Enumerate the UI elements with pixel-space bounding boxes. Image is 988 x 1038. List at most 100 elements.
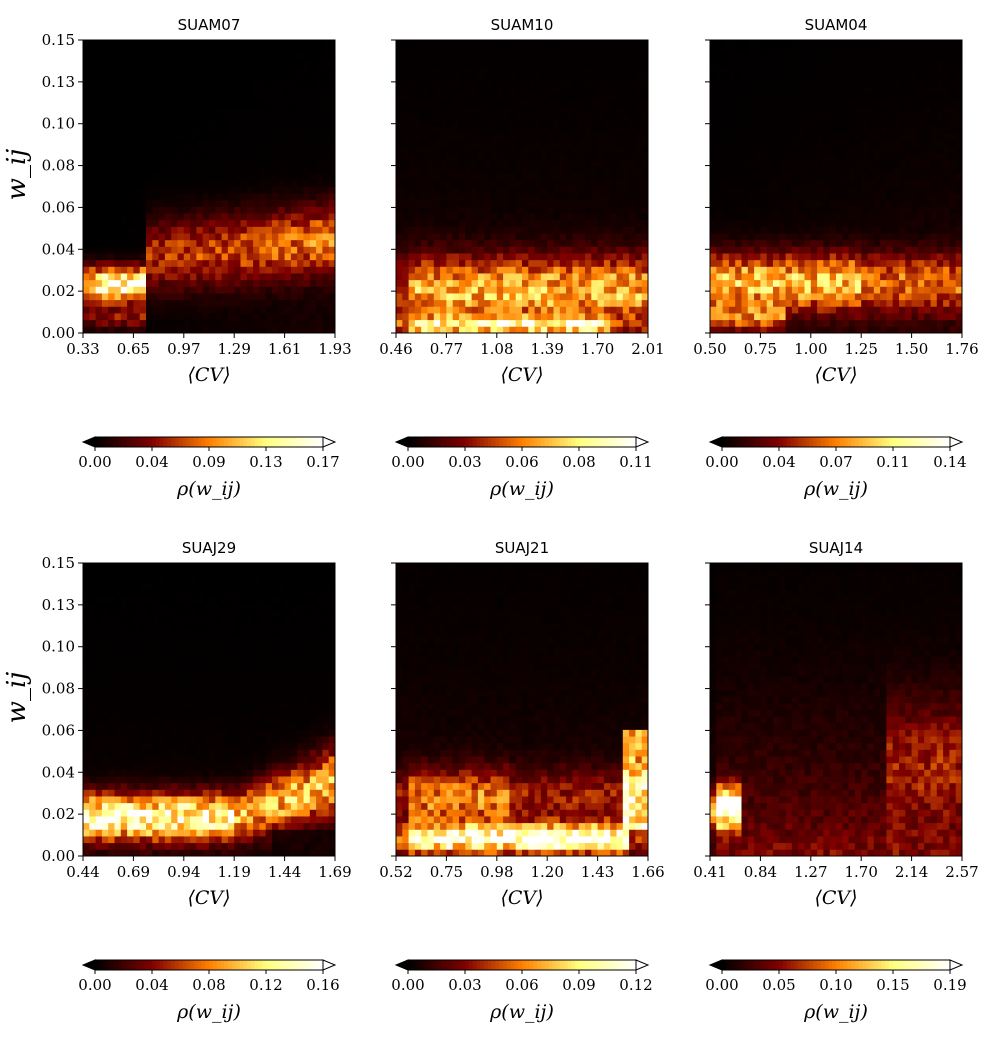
heatmap-cell	[221, 99, 229, 107]
heatmap-cell	[616, 59, 624, 68]
heatmap-cell	[503, 179, 510, 187]
heatmap-cell	[427, 106, 435, 114]
heatmap-cell	[322, 46, 330, 54]
heatmap-cell	[316, 53, 323, 61]
heatmap-cell	[240, 166, 248, 174]
heatmap-cell	[108, 179, 115, 187]
heatmap-cell	[471, 79, 479, 88]
heatmap-cell	[146, 213, 153, 221]
heatmap-cell	[408, 53, 416, 61]
heatmap-cell	[629, 219, 636, 227]
heatmap-cell	[848, 219, 856, 227]
heatmap-cell	[591, 273, 598, 281]
heatmap-cell	[622, 146, 630, 154]
heatmap-cell	[316, 126, 323, 134]
heatmap-cell	[183, 199, 191, 207]
heatmap-cell	[817, 133, 824, 141]
heatmap-cell	[547, 93, 554, 101]
heatmap-cell	[146, 279, 153, 287]
heatmap-cell	[880, 259, 887, 267]
heatmap-cell	[754, 159, 761, 167]
heatmap-cell	[547, 79, 554, 88]
heatmap-cell	[798, 206, 805, 214]
heatmap-cell	[133, 159, 141, 167]
heatmap-cell	[477, 79, 485, 88]
heatmap-cell	[597, 193, 605, 201]
heatmap-cell	[722, 53, 730, 61]
heatmap-cell	[603, 73, 611, 81]
heatmap-cell	[873, 199, 881, 207]
heatmap-cell	[528, 73, 535, 81]
heatmap-cell	[114, 319, 122, 327]
heatmap-cell	[303, 313, 311, 321]
heatmap-cell	[234, 59, 241, 68]
heatmap-cell	[735, 179, 742, 187]
heatmap-cell	[741, 179, 749, 187]
heatmap-cell	[760, 113, 768, 121]
heatmap-cell	[597, 226, 605, 234]
heatmap-cell	[328, 179, 336, 187]
heatmap-cell	[408, 159, 416, 167]
heatmap-cell	[433, 59, 441, 68]
heatmap-cell	[290, 253, 298, 261]
heatmap-cell	[867, 219, 875, 227]
heatmap-cell	[152, 219, 159, 227]
heatmap-cell	[133, 79, 141, 88]
heatmap-cell	[196, 59, 204, 68]
heatmap-cell	[842, 293, 849, 301]
heatmap-cell	[817, 53, 824, 61]
heatmap-cell	[553, 166, 561, 174]
heatmap-cell	[810, 86, 818, 94]
heatmap-cell	[785, 253, 793, 261]
heatmap-cell	[760, 199, 768, 207]
heatmap-cell	[547, 99, 554, 107]
heatmap-cell	[610, 246, 617, 254]
heatmap-cell	[585, 119, 592, 127]
heatmap-cell	[177, 246, 185, 254]
heatmap-cell	[616, 326, 624, 334]
heatmap-cell	[622, 246, 630, 254]
heatmap-cell	[741, 326, 749, 334]
heatmap-cell	[591, 93, 598, 101]
heatmap-cell	[164, 86, 172, 94]
heatmap-cell	[146, 233, 153, 241]
heatmap-cell	[177, 133, 185, 141]
heatmap-cell	[303, 86, 311, 94]
heatmap-cell	[108, 153, 115, 161]
heatmap-cell	[114, 66, 122, 74]
colorbar-segment	[186, 437, 191, 447]
heatmap-cell	[265, 306, 273, 314]
heatmap-cell	[585, 313, 592, 321]
heatmap-cell	[278, 86, 285, 94]
heatmap-cell	[534, 219, 542, 227]
heatmap-cell	[591, 306, 598, 314]
heatmap-cell	[316, 306, 323, 314]
heatmap-cell	[490, 73, 498, 81]
heatmap-cell	[446, 139, 454, 147]
heatmap-cell	[259, 159, 267, 167]
heatmap-cell	[622, 40, 630, 48]
heatmap-cell	[265, 219, 273, 227]
heatmap-cell	[848, 259, 856, 267]
heatmap-cell	[127, 146, 134, 154]
heatmap-cell	[146, 253, 153, 261]
heatmap-cell	[854, 193, 862, 201]
heatmap-cell	[886, 226, 894, 234]
colorbar-segment	[506, 437, 511, 447]
heatmap-cell	[722, 186, 730, 194]
heatmap-cell	[215, 146, 222, 154]
heatmap-cell	[747, 186, 755, 194]
heatmap-cell	[414, 40, 422, 48]
heatmap-cell	[452, 199, 460, 207]
heatmap-cell	[540, 153, 548, 161]
colorbar-tick-label: 0.17	[306, 453, 339, 471]
heatmap-cell	[534, 59, 542, 68]
heatmap-cell	[622, 153, 630, 161]
heatmap-cell	[496, 113, 504, 121]
heatmap-cell	[297, 73, 304, 81]
heatmap-cell	[421, 313, 428, 321]
panel-title: SUAM07	[178, 16, 241, 34]
heatmap-cell	[452, 153, 460, 161]
heatmap-cell	[322, 199, 330, 207]
heatmap-cell	[127, 186, 134, 194]
